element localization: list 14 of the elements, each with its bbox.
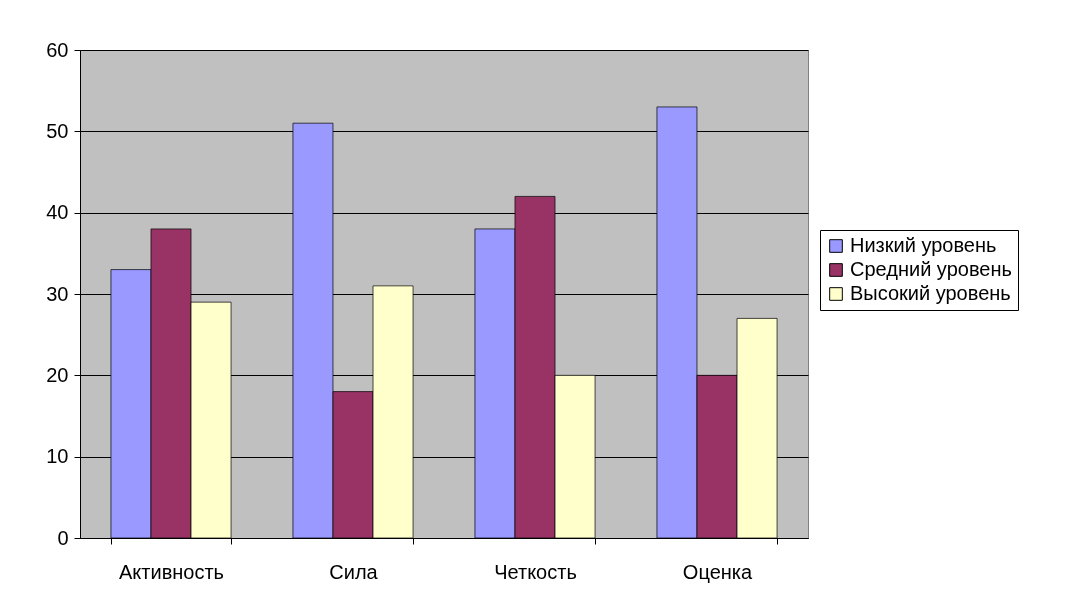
y-tick-label: 30 <box>46 282 69 305</box>
legend-label: Высокий уровень <box>850 282 1011 304</box>
x-tick-label: Оценка <box>682 560 753 583</box>
x-tick-label: Четкость <box>494 560 577 583</box>
legend-label: Низкий уровень <box>850 234 997 256</box>
y-tick-label: 0 <box>57 526 69 549</box>
legend-label: Средний уровень <box>850 258 1012 280</box>
y-tick-label: 10 <box>46 445 69 468</box>
x-tick-label: Активность <box>118 560 225 583</box>
y-tick-label: 20 <box>46 363 69 386</box>
y-tick-label: 50 <box>46 119 69 142</box>
y-tick-label: 40 <box>46 201 69 224</box>
x-tick-label: Сила <box>329 560 379 583</box>
y-tick-label: 60 <box>46 38 69 61</box>
